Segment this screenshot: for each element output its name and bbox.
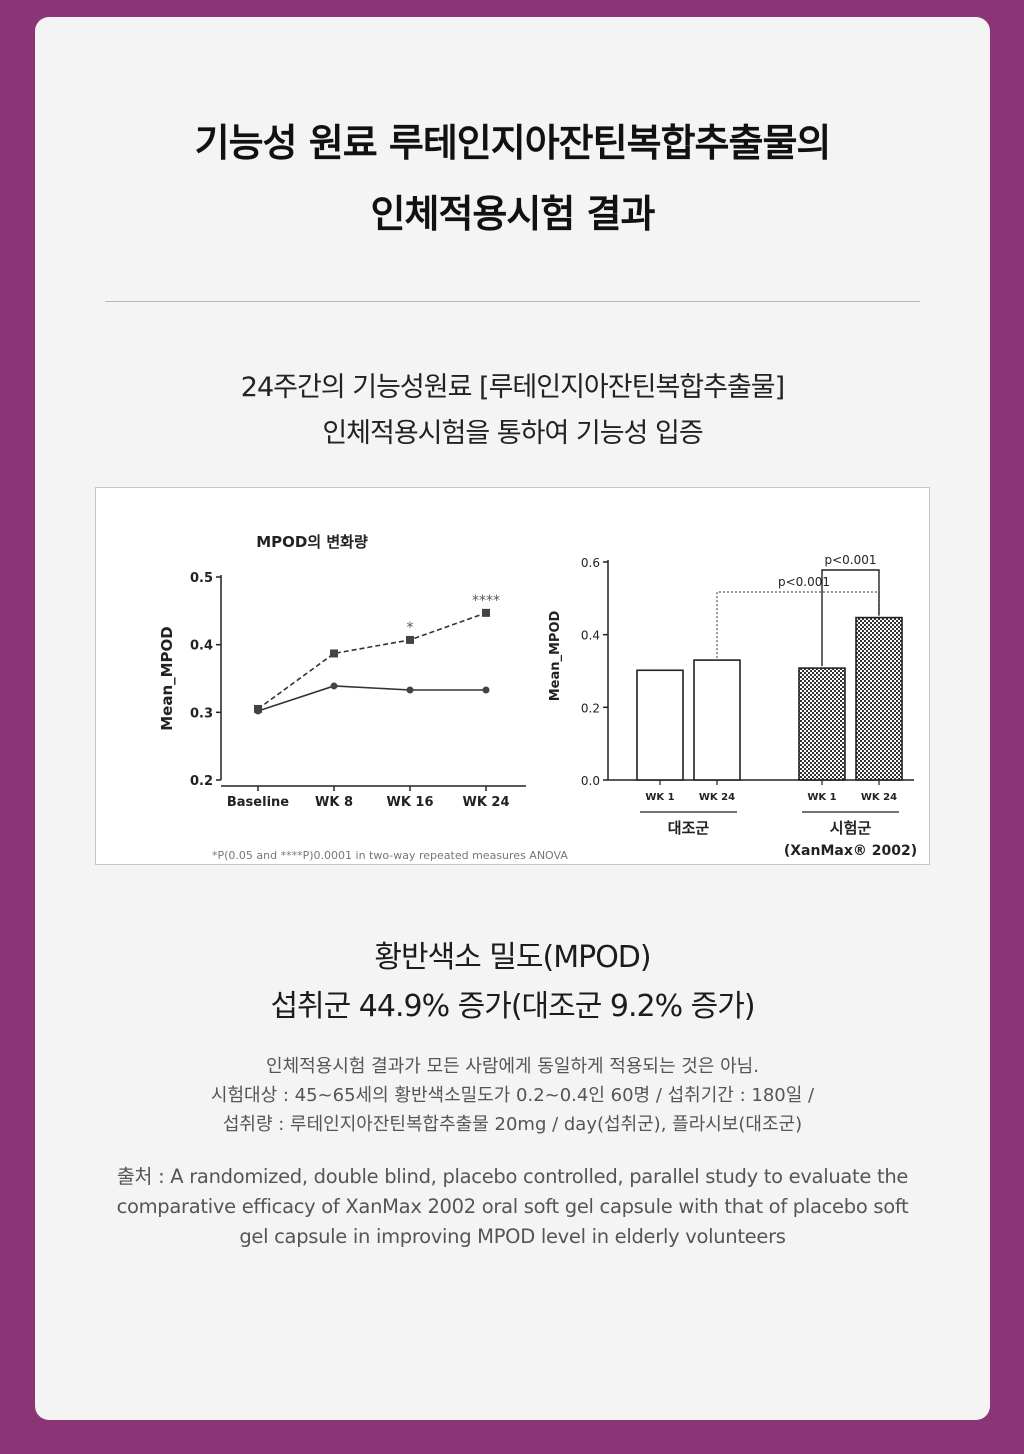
line-series-2-point — [254, 707, 262, 715]
bar-chart-xtick-label: WK 24 — [861, 792, 897, 803]
bar-2-1 — [798, 667, 846, 781]
line-chart-ytick-label: 0.2 — [190, 774, 213, 789]
line-chart-xtick-label: Baseline — [227, 795, 289, 810]
bar-annotation-within: p<0.001 — [824, 553, 876, 567]
bar-2-2 — [855, 616, 903, 781]
line-chart-ytick-label: 0.3 — [190, 706, 213, 721]
bar-chart-ylabel: Mean_MPOD — [548, 611, 563, 702]
line-chart-footnote: *P(0.05 and ****P)0.0001 in two-way repe… — [212, 849, 568, 862]
line-chart-xtick-label: WK 16 — [386, 795, 433, 810]
title-divider — [105, 301, 920, 302]
note-line1: 인체적용시험 결과가 모든 사람에게 동일하게 적용되는 것은 아님. — [266, 1056, 759, 1077]
subtitle-line1: 24주간의 기능성원료 [루테인지아잔틴복합추출물] — [240, 372, 785, 403]
result-line1: 황반색소 밀도(MPOD) — [374, 940, 651, 975]
result-line2: 섭취군 44.9% 증가(대조군 9.2% 증가) — [270, 989, 755, 1024]
line-annotation-wk24: **** — [472, 593, 500, 609]
bar-1-2 — [693, 659, 741, 781]
bar-compare-dotted — [716, 591, 880, 659]
note-line3: 섭취량 : 루테인지아잔틴복합추출물 20mg / day(섭취군), 플라시보… — [222, 1114, 803, 1135]
line-series-1-point — [330, 649, 338, 658]
bar-group-label: 대조군 — [668, 819, 710, 837]
line-series-1-point — [406, 635, 414, 644]
line-series-2-point — [482, 686, 490, 694]
line-series-1-point — [482, 608, 490, 617]
bar-chart-ytick-label: 0.4 — [581, 629, 600, 643]
bar-group-sublabel: (XanMax® 2002) — [784, 843, 917, 859]
line-series-1 — [257, 612, 487, 710]
bar-chart-ytick-label: 0.2 — [581, 701, 600, 715]
source-citation: 출처 : A randomized, double blind, placebo… — [65, 1162, 960, 1252]
bar-chart-xtick-label: WK 24 — [699, 792, 735, 803]
source-line3: gel capsule in improving MPOD level in e… — [239, 1225, 786, 1248]
bar-chart-ytick-label: 0.6 — [581, 556, 600, 570]
bar-1-1 — [636, 669, 684, 781]
page-title-line2: 인체적용시험 결과 — [370, 192, 656, 236]
charts-svg: MPOD의 변화량 Mean_MPOD 0.2 0.3 0.4 0.5 Baseline WK… — [158, 533, 917, 862]
subtitle-line2: 인체적용시험을 통하여 기능성 입증 — [322, 418, 703, 449]
bar-compare-solid — [821, 569, 880, 667]
bar-annotation-between: p<0.001 — [778, 575, 830, 589]
content-card: 기능성 원료 루테인지아잔틴복합추출물의 인체적용시험 결과 24주간의 기능성… — [35, 17, 990, 1420]
note-line2: 시험대상 : 45~65세의 황반색소밀도가 0.2~0.4인 60명 / 섭취… — [210, 1085, 815, 1106]
source-line2: comparative efficacy of XanMax 2002 oral… — [116, 1195, 909, 1218]
chart-panel: MPOD의 변화량 Mean_MPOD 0.2 0.3 0.4 0.5 Baseline WK… — [95, 487, 930, 865]
line-chart: MPOD의 변화량 Mean_MPOD 0.2 0.3 0.4 0.5 Baseline WK… — [158, 533, 568, 862]
line-chart-xtick-label: WK 24 — [462, 795, 509, 810]
line-chart-ylabel: Mean_MPOD — [158, 626, 176, 731]
line-series-2 — [257, 685, 486, 712]
line-chart-ytick-label: 0.5 — [190, 571, 213, 586]
line-chart-xtick-label: WK 8 — [315, 795, 353, 810]
source-line1: 출처 : A randomized, double blind, placebo… — [116, 1165, 909, 1188]
notes-block: 인체적용시험 결과가 모든 사람에게 동일하게 적용되는 것은 아님. 시험대상… — [35, 1052, 990, 1139]
line-chart-ytick-label: 0.4 — [190, 639, 213, 654]
line-series-2-point — [406, 686, 414, 694]
bar-group-label: 시험군 — [830, 819, 872, 837]
line-annotation-wk16: * — [407, 620, 414, 636]
bar-chart: Mean_MPOD 0.0 0.2 0.4 0.6 WK 1 WK 24 대조군 WK 1 WK … — [548, 553, 917, 859]
bar-chart-ytick-label: 0.0 — [581, 774, 600, 788]
page-title-line1: 기능성 원료 루테인지아잔틴복합추출물의 — [194, 121, 832, 165]
line-chart-title: MPOD의 변화량 — [256, 533, 368, 551]
line-series-2-point — [330, 682, 338, 690]
bar-chart-xtick-label: WK 1 — [807, 792, 836, 803]
bar-chart-xtick-label: WK 1 — [645, 792, 674, 803]
